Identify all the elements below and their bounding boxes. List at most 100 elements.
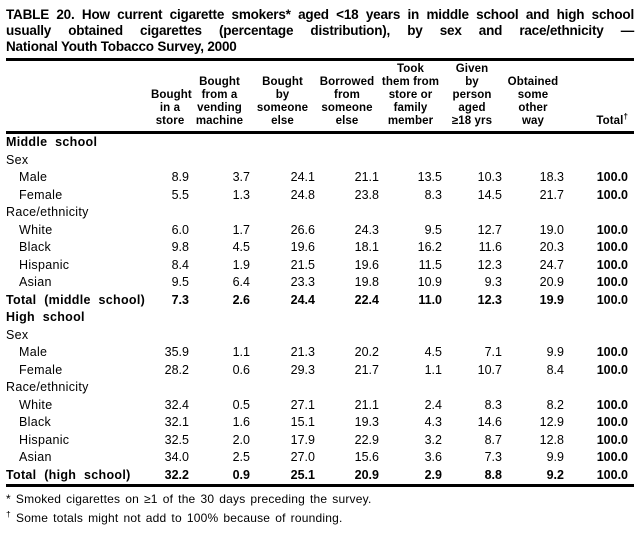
value-cell-total: 100.0: [596, 275, 628, 290]
value-cell: 2.0: [232, 432, 250, 447]
value-cell: 32.4: [164, 397, 189, 412]
value-cell: 3.6: [424, 450, 442, 465]
table-row-ms-hispanic: Hispanic 8.4 1.9 21.5 19.6 11.5 12.3 24.…: [6, 257, 634, 275]
value-cell: 15.1: [290, 415, 315, 430]
value-cell: 23.3: [290, 275, 315, 290]
value-cell: 12.3: [477, 292, 502, 307]
bottom-rule: [6, 484, 634, 488]
value-cell: 21.1: [354, 397, 379, 412]
value-cell-total: 100.0: [596, 362, 628, 377]
value-cell: 19.8: [354, 275, 379, 290]
value-cell: 12.7: [477, 222, 502, 237]
value-cell: 8.3: [424, 187, 442, 202]
row-label: Female: [19, 187, 63, 202]
row-label: Male: [19, 170, 48, 185]
value-cell: 24.1: [290, 170, 315, 185]
section-row-middle-school: Middle school: [6, 133, 634, 152]
value-cell: 16.2: [417, 240, 442, 255]
value-cell: 32.5: [164, 432, 189, 447]
value-cell: 28.2: [164, 362, 189, 377]
value-cell-total: 100.0: [596, 187, 628, 202]
total-row-high-school: Total (high school) 32.2 0.9 25.1 20.9 2…: [6, 467, 634, 485]
value-cell: 9.8: [171, 240, 189, 255]
value-cell: 26.6: [290, 222, 315, 237]
value-cell: 19.9: [539, 292, 564, 307]
value-cell: 6.0: [171, 222, 189, 237]
title-line-1: TABLE 20. How current cigarette smokers*…: [6, 7, 634, 22]
value-cell: 10.9: [417, 275, 442, 290]
value-cell: 10.7: [477, 362, 502, 377]
value-cell: 8.7: [484, 432, 502, 447]
group-row-sex: Sex: [6, 152, 634, 170]
section-label: Middle school: [6, 135, 98, 150]
value-cell: 5.5: [171, 187, 189, 202]
row-label: Asian: [19, 450, 52, 465]
row-label: Hispanic: [19, 432, 70, 447]
value-cell: 1.1: [232, 345, 250, 360]
row-label: Total (middle school): [6, 292, 146, 307]
value-cell: 1.7: [232, 222, 250, 237]
row-label: Total (high school): [6, 467, 131, 482]
value-cell: 11.5: [418, 257, 442, 272]
value-cell: 7.3: [484, 450, 502, 465]
group-label: Sex: [6, 327, 29, 342]
value-cell: 15.6: [354, 450, 379, 465]
asterisk-marker: *: [6, 492, 11, 507]
value-cell: 9.2: [546, 467, 564, 482]
value-cell: 21.5: [290, 257, 315, 272]
value-cell-total: 100.0: [596, 467, 628, 482]
value-cell: 1.3: [232, 187, 250, 202]
value-cell: 21.7: [539, 187, 564, 202]
value-cell: 20.3: [539, 240, 564, 255]
table-row-ms-male: Male 8.9 3.7 24.1 21.1 13.5 10.3 18.3 10…: [6, 169, 634, 187]
value-cell: 22.9: [354, 432, 379, 447]
value-cell: 2.4: [424, 397, 442, 412]
col-header-took-them: Took them from store or family member: [379, 61, 442, 135]
table-row-ms-asian: Asian 9.5 6.4 23.3 19.8 10.9 9.3 20.9 10…: [6, 274, 634, 292]
table-row-ms-white: White 6.0 1.7 26.6 24.3 9.5 12.7 19.0 10…: [6, 222, 634, 240]
value-cell: 21.7: [354, 362, 379, 377]
value-cell: 14.5: [477, 187, 502, 202]
row-label: Asian: [19, 275, 52, 290]
total-row-middle-school: Total (middle school) 7.3 2.6 24.4 22.4 …: [6, 292, 634, 310]
table-row-hs-black: Black 32.1 1.6 15.1 19.3 4.3 14.6 12.9 1…: [6, 414, 634, 432]
value-cell: 19.3: [354, 415, 379, 430]
col-header-total: Total†: [564, 61, 634, 135]
header-row: Bought in a store Bought from a vending …: [6, 61, 634, 135]
value-cell: 3.7: [232, 170, 250, 185]
data-table: Bought in a store Bought from a vending …: [6, 61, 634, 484]
value-cell: 9.9: [546, 450, 564, 465]
group-row-race-ethnicity: Race/ethnicity: [6, 204, 634, 222]
value-cell: 23.8: [354, 187, 379, 202]
value-cell: 19.6: [354, 257, 379, 272]
col-header-bought-in-store: Bought in a store: [151, 61, 192, 135]
value-cell: 2.5: [232, 450, 250, 465]
row-label: Male: [19, 345, 48, 360]
value-cell: 20.9: [354, 467, 379, 482]
value-cell-total: 100.0: [596, 397, 628, 412]
value-cell: 24.8: [290, 187, 315, 202]
value-cell: 18.3: [539, 170, 564, 185]
value-cell: 21.1: [354, 170, 379, 185]
value-cell-total: 100.0: [596, 170, 628, 185]
value-cell: 27.1: [290, 397, 315, 412]
value-cell: 11.0: [418, 292, 442, 307]
value-cell: 3.2: [424, 432, 442, 447]
value-cell: 13.5: [417, 170, 442, 185]
value-cell: 9.9: [546, 345, 564, 360]
value-cell: 35.9: [164, 345, 189, 360]
value-cell: 1.6: [232, 415, 250, 430]
value-cell-total: 100.0: [596, 450, 628, 465]
dagger-marker: †: [6, 509, 11, 520]
row-label: White: [19, 397, 53, 412]
value-cell: 8.8: [484, 467, 502, 482]
footnote-rounding: † Some totals might not add to 100% beca…: [6, 507, 634, 526]
footnote-text: Smoked cigarettes on ≥1 of the 30 days p…: [15, 492, 372, 507]
value-cell: 8.2: [546, 397, 564, 412]
table-title: TABLE 20. How current cigarette smokers*…: [6, 7, 634, 54]
value-cell: 8.4: [546, 362, 564, 377]
value-cell: 22.4: [354, 292, 379, 307]
value-cell: 1.9: [232, 257, 250, 272]
value-cell-total: 100.0: [596, 345, 628, 360]
